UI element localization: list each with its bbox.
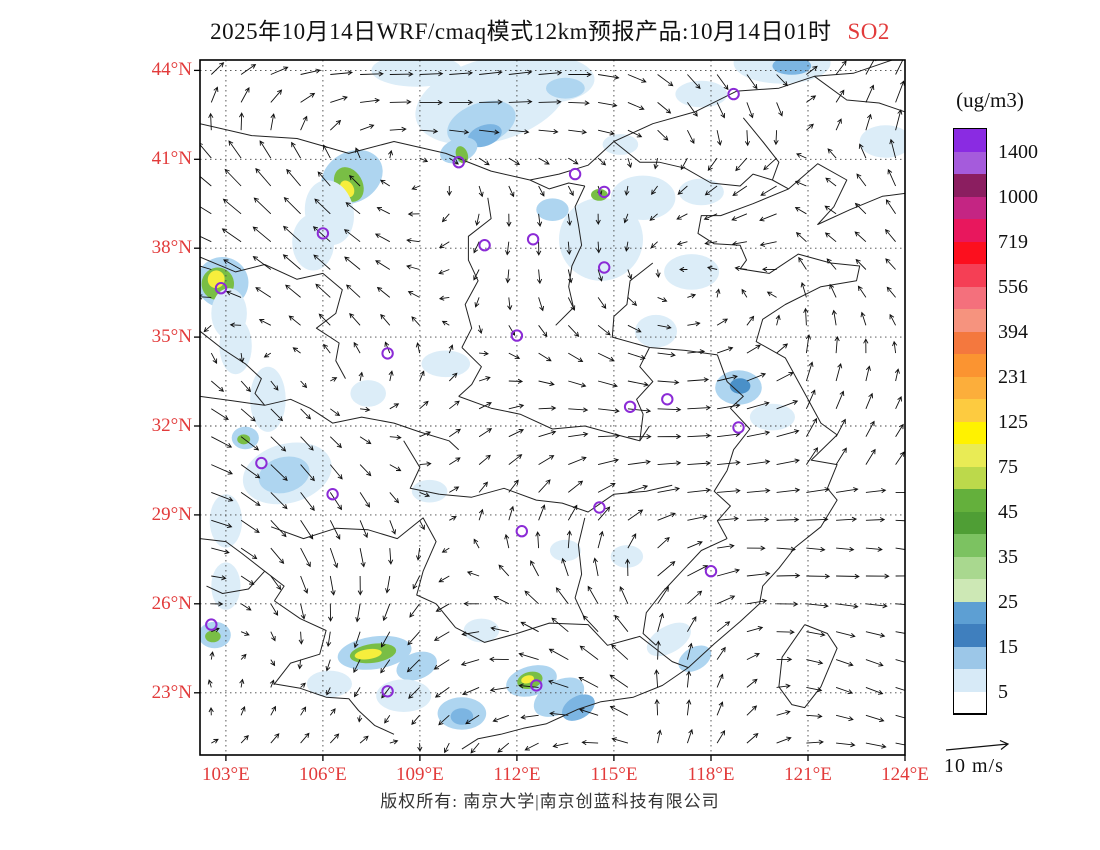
colorbar-tick: 1000 [998, 185, 1038, 208]
colorbar-segment [954, 624, 986, 648]
colorbar-segment [954, 646, 986, 670]
colorbar-segment [954, 556, 986, 580]
lat-label: 41°N [151, 148, 192, 170]
city-marker [255, 456, 268, 470]
wind-scale: 10 m/s [944, 740, 1054, 778]
colorbar-segment [954, 534, 986, 558]
city-marker [623, 400, 637, 413]
colorbar-segment [954, 511, 986, 535]
city-marker [214, 282, 228, 295]
lon-label: 124°E [881, 764, 929, 785]
title-text: 2025年10月14日WRF/cmaq模式12km预报产品:10月14日01时 [210, 19, 832, 44]
so2-shading [200, 60, 905, 730]
lon-label: 118°E [687, 764, 735, 785]
colorbar-segment [954, 669, 986, 693]
city-marker [478, 239, 491, 252]
city-marker [727, 87, 740, 101]
province-boundaries [200, 60, 905, 750]
colorbar-segment [954, 264, 986, 288]
colorbar-segment [954, 691, 986, 714]
colorbar-segment [954, 376, 986, 400]
city-marker [661, 393, 674, 406]
colorbar-segment [954, 489, 986, 513]
lon-label: 103°E [202, 764, 250, 785]
city-marker [526, 233, 540, 246]
city-marker [598, 261, 611, 274]
city-marker [205, 618, 218, 631]
colorbar-segment [954, 241, 986, 265]
colorbar-segment [954, 579, 986, 603]
colorbar-tick: 125 [998, 410, 1028, 433]
colorbar: 1400 1000 719 556 394 231 125 75 45 35 25 15 5 [953, 128, 1038, 715]
colorbar-segment [954, 466, 986, 490]
map-frame [199, 59, 906, 756]
colorbar-tick: 75 [998, 455, 1018, 478]
lat-label: 29°N [151, 503, 192, 525]
city-marker [530, 679, 543, 692]
colorbar-tick: 5 [998, 680, 1008, 703]
colorbar-segment [954, 174, 986, 198]
wind-scale-label: 10 m/s [944, 755, 1004, 777]
lat-label: 32°N [151, 415, 192, 437]
colorbar-tick: 1400 [998, 140, 1038, 163]
colorbar-segment [954, 151, 986, 175]
city-marker [732, 421, 745, 434]
colorbar-segment [954, 219, 986, 243]
colorbar-tick: 45 [998, 500, 1018, 523]
colorbar-unit: (ug/m3) [956, 88, 1024, 112]
colorbar-segment [954, 421, 986, 445]
colorbar-segment [954, 399, 986, 423]
colorbar-segment [954, 196, 986, 220]
copyright: 版权所有: 南京大学|南京创蓝科技有限公司 [380, 792, 720, 811]
city-marker [515, 525, 528, 538]
colorbar-tick: 231 [998, 365, 1028, 388]
lon-label: 106°E [299, 764, 347, 785]
lon-label: 115°E [590, 764, 638, 785]
wind-vectors [200, 60, 905, 754]
lon-label: 109°E [396, 764, 444, 785]
lat-label: 23°N [151, 681, 192, 703]
colorbar-tick: 25 [998, 590, 1018, 613]
lat-label: 35°N [151, 326, 192, 348]
lat-label: 44°N [151, 59, 192, 81]
colorbar-tick: 35 [998, 545, 1018, 568]
page-title: 2025年10月14日WRF/cmaq模式12km预报产品:10月14日01时 S… [0, 12, 1100, 46]
city-marker [510, 329, 524, 342]
lon-label: 121°E [784, 764, 832, 785]
city-markers [205, 87, 745, 698]
lon-label: 112°E [493, 764, 541, 785]
colorbar-tick: 556 [998, 275, 1028, 298]
forecast-map [194, 59, 906, 761]
city-marker [598, 185, 611, 199]
lat-label: 26°N [151, 592, 192, 614]
city-marker [593, 501, 606, 514]
city-marker [381, 685, 394, 698]
lat-label: 38°N [151, 237, 192, 259]
colorbar-tick: 394 [998, 320, 1028, 343]
city-marker [568, 167, 582, 181]
wind-scale-arrow [945, 740, 1010, 751]
colorbar-segment [954, 354, 986, 378]
colorbar-segment [954, 331, 986, 355]
pollutant-label: SO2 [847, 19, 890, 44]
city-marker [381, 347, 394, 360]
colorbar-tick: 15 [998, 635, 1018, 658]
city-marker [452, 156, 465, 169]
colorbar-segment [954, 309, 986, 333]
colorbar-segment [954, 601, 986, 625]
city-marker [704, 565, 718, 578]
axis-ticks [194, 69, 906, 761]
colorbar-tick: 719 [998, 230, 1028, 253]
colorbar-segment [954, 444, 986, 468]
colorbar-segment [954, 129, 986, 153]
colorbar-segment [954, 286, 986, 310]
city-marker [326, 488, 339, 501]
city-marker [316, 227, 330, 240]
